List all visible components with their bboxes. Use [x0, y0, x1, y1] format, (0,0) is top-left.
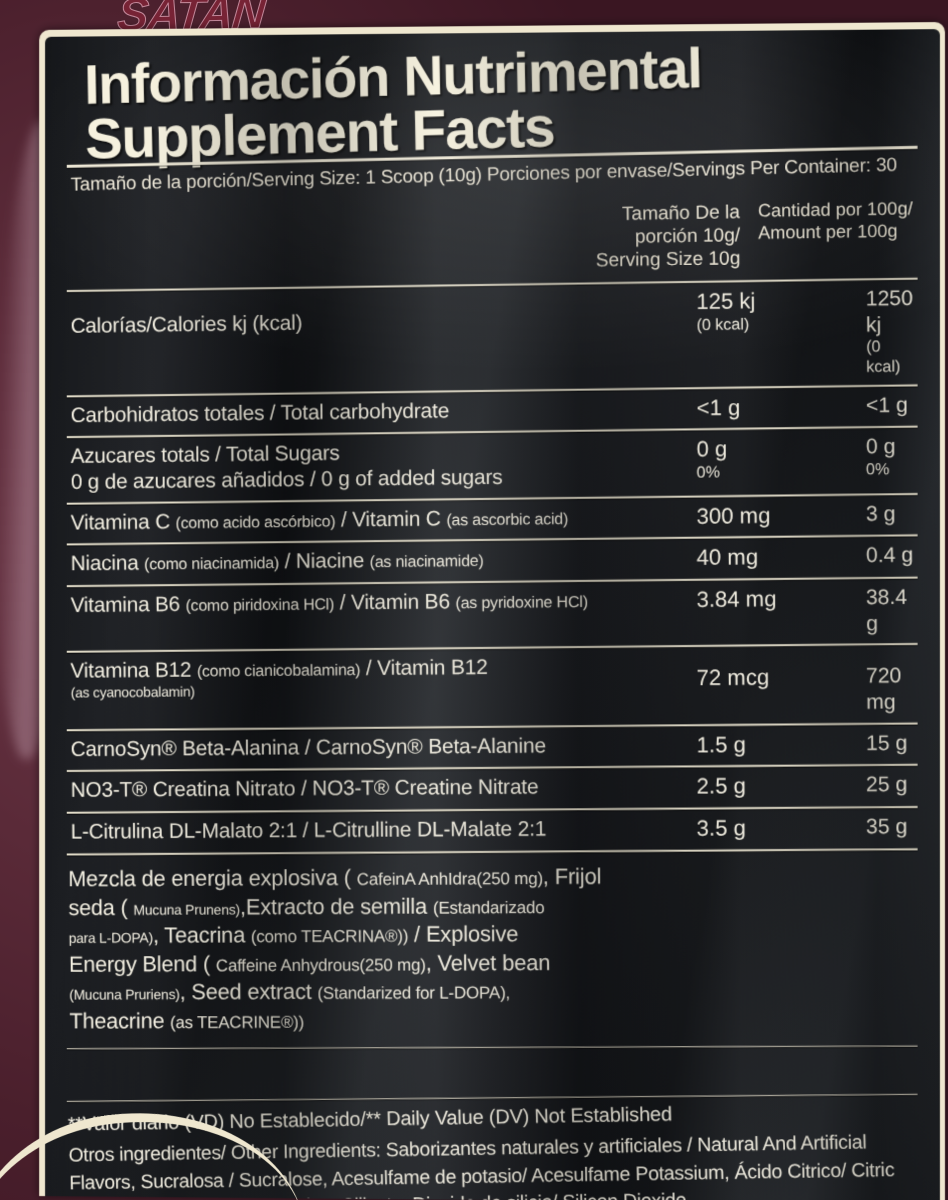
- nutrient-value-serving: 300 mg: [696, 502, 771, 529]
- nutrient-name: Azucares totals / Total Sugars 0 g de az…: [70, 442, 503, 494]
- nutrient-value-serving: 72 mcg: [696, 664, 770, 691]
- nutrient-value-serving: 40 mg: [696, 544, 759, 571]
- table-row: NO3-T® Creatina Nitrato / NO3-T® Creatin…: [67, 766, 918, 812]
- nutrient-value-serving: 1.5 g: [696, 731, 746, 758]
- proprietary-blend-text: Mezcla de energia explosiva ( CafeinA An…: [66, 851, 919, 1048]
- table-row: L-Citrulina DL-Malato 2:1 / L-Citrulline…: [67, 808, 918, 853]
- blend-line: Mezcla de energia explosiva ( CafeinA An…: [68, 863, 602, 892]
- nutrient-name: NO3-T® Creatina Nitrato / NO3-T® Creatin…: [70, 776, 539, 803]
- blend-line: Energy Blend ( Caffeine Anhydrous(250 mg…: [68, 949, 551, 977]
- nutrient-value-per100g: 1250 kj (0 kcal): [865, 287, 914, 376]
- nutrient-value-per100g: 3 g: [865, 501, 896, 526]
- blend-line: seda ( Mucuna Prunens),Extracto de semil…: [68, 893, 545, 920]
- nutrient-value-per100g: <1 g: [865, 393, 909, 417]
- nutrient-value-serving: 3.5 g: [696, 815, 746, 841]
- nutrient-name: Carbohidratos totales / Total carbohydra…: [70, 398, 450, 427]
- table-row: Vitamina B6 (como piridoxina HCl) / Vita…: [66, 579, 917, 651]
- nutrient-value-per100g: 38.4 g: [865, 585, 908, 636]
- nutrient-name: L-Citrulina DL-Malato 2:1 / L-Citrulline…: [70, 817, 547, 844]
- nutrient-value-per100g: 15 g: [865, 731, 908, 755]
- table-row: Calorías/Calories kj (kcal) 125 kj (0 kc…: [66, 280, 918, 395]
- nutrient-name: Calorías/Calories kj (kcal): [70, 311, 303, 338]
- blend-line: (Mucuna Pruriens), Seed extract (Standar…: [69, 979, 511, 1005]
- nutrient-value-serving: <1 g: [696, 394, 741, 420]
- supplement-facts-panel: Información Nutrimental Supplement Facts…: [45, 29, 940, 1200]
- nutrient-value-serving: 125 kj (0 kcal): [696, 288, 756, 335]
- nutrient-name: Vitamina B12 (como cianicobalamina) / Vi…: [70, 656, 488, 701]
- nutrient-name: Niacina (como niacinamida) / Niacine (as…: [70, 549, 484, 576]
- blend-line: Theacrine (as TEACRINE®)): [69, 1008, 305, 1034]
- nutrient-value-per100g: 25 g: [865, 773, 908, 797]
- label-frame: Información Nutrimental Supplement Facts…: [39, 21, 945, 1200]
- table-row: CarnoSyn® Beta-Alanina / CarnoSyn® Beta-…: [67, 724, 918, 770]
- column-header-serving: Tamaño De la porción 10g/ Serving Size 1…: [595, 201, 741, 272]
- nutrient-name: Vitamina C (como acido ascórbico) / Vita…: [70, 506, 569, 535]
- nutrient-name: CarnoSyn® Beta-Alanina / CarnoSyn® Beta-…: [70, 734, 547, 761]
- blend-line: para L-DOPA), Teacrina (como TEACRINA®))…: [68, 921, 519, 948]
- column-headers: Tamaño De la porción 10g/ Serving Size 1…: [66, 192, 918, 290]
- nutrient-value-serving: 2.5 g: [696, 773, 746, 799]
- nutrient-value-serving: 0 g 0%: [696, 436, 728, 482]
- nutrient-value-per100g: 35 g: [865, 815, 908, 839]
- nutrient-value-per100g: 0 g 0%: [865, 435, 896, 479]
- nutrient-value-serving: 3.84 mg: [696, 586, 777, 613]
- column-header-per100g: Cantidad por 100g/ Amount per 100g: [757, 197, 913, 243]
- nutrient-value-per100g: 0.4 g: [865, 543, 914, 568]
- nutrient-name: Vitamina B6 (como piridoxina HCl) / Vita…: [70, 590, 588, 618]
- table-row: Vitamina B12 (como cianicobalamina) / Vi…: [66, 645, 918, 728]
- nutrient-value-per100g: 720 mg: [865, 664, 902, 714]
- table-row: Azucares totals / Total Sugars 0 g de az…: [66, 428, 917, 502]
